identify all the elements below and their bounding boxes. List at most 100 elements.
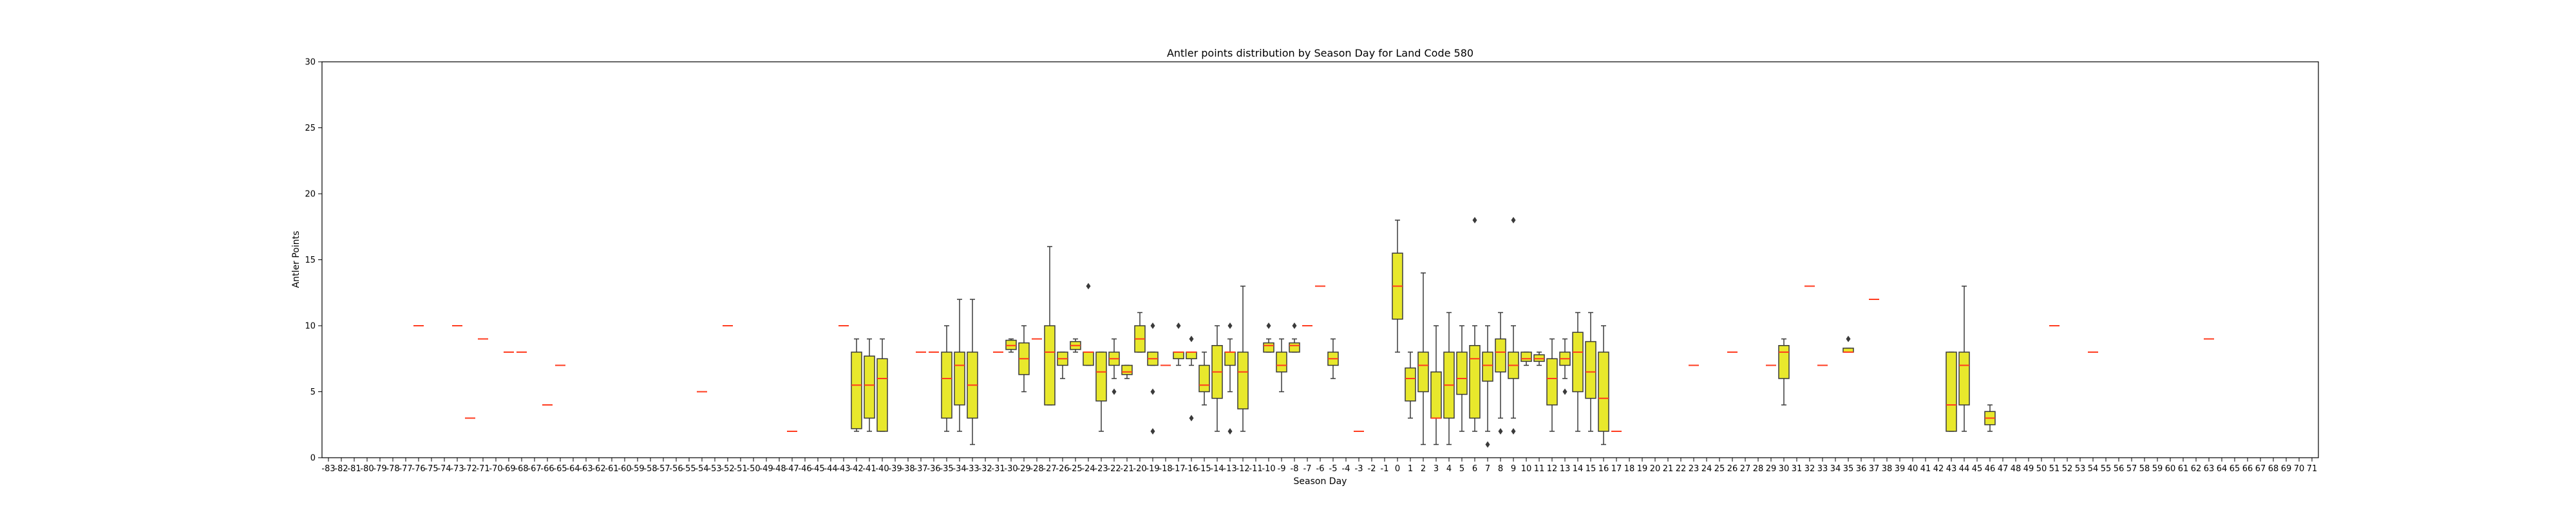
outlier-marker: [1227, 323, 1233, 329]
x-tick-label: -45: [811, 464, 824, 474]
box-day-neg33: [967, 299, 978, 445]
box-day-neg10: [1263, 323, 1274, 353]
box-day-neg26: [1057, 351, 1068, 379]
x-tick-label: 6: [1472, 464, 1477, 474]
box-day-neg23: [1095, 351, 1107, 432]
x-tick-label: -32: [978, 464, 992, 474]
x-tick-label: 24: [1701, 464, 1712, 474]
iqr-box: [1546, 358, 1558, 406]
x-tick-label: -16: [1184, 464, 1198, 474]
x-tick-label: 56: [2114, 464, 2125, 474]
x-tick-label: 14: [1573, 464, 1584, 474]
box-day-12: [1546, 338, 1558, 432]
x-tick-label: -56: [669, 464, 683, 474]
x-tick-label: 4: [1446, 464, 1452, 474]
x-tick-label: -6: [1316, 464, 1325, 474]
x-tick-label: -35: [940, 464, 953, 474]
x-tick-label: -47: [785, 464, 799, 474]
x-tick-label: 46: [1985, 464, 1996, 474]
x-tick-label: 9: [1511, 464, 1516, 474]
x-tick-label: 13: [1560, 464, 1571, 474]
y-tick-label: 10: [305, 322, 316, 332]
iqr-box: [1598, 351, 1609, 432]
x-tick-label: -83: [321, 464, 335, 474]
x-tick-label: 3: [1434, 464, 1439, 474]
iqr-box: [1198, 364, 1210, 393]
iqr-box: [1778, 345, 1790, 379]
iqr-box: [1005, 339, 1017, 350]
box-day-43: [1946, 351, 1957, 432]
box-day-7: [1482, 325, 1493, 448]
x-tick-label: 58: [2139, 464, 2150, 474]
x-tick-label: -63: [579, 464, 592, 474]
x-tick-label: -19: [1146, 464, 1159, 474]
iqr-box: [1224, 351, 1236, 366]
iqr-box: [876, 358, 888, 432]
y-tick-label: 5: [310, 388, 316, 397]
y-tick-label: 20: [305, 190, 316, 200]
iqr-box: [1173, 351, 1184, 359]
x-tick-label: -30: [1004, 464, 1018, 474]
x-tick-label: 49: [2023, 464, 2034, 474]
x-tick-label: 2: [1421, 464, 1426, 474]
box-day-5: [1456, 325, 1468, 432]
x-tick-label: 11: [1534, 464, 1545, 474]
x-tick-label: -34: [952, 464, 966, 474]
x-tick-label: -81: [347, 464, 361, 474]
iqr-box: [864, 355, 875, 419]
x-tick-label: -14: [1210, 464, 1224, 474]
x-tick-label: -3: [1355, 464, 1363, 474]
iqr-box: [1520, 351, 1532, 362]
outlier-marker: [1227, 428, 1233, 435]
box-day-neg29: [1018, 325, 1030, 393]
iqr-box: [1585, 341, 1596, 399]
x-tick-label: -78: [386, 464, 399, 474]
x-tick-label: 37: [1869, 464, 1880, 474]
outlier-marker: [1511, 428, 1516, 435]
box-day-0: [1392, 220, 1403, 353]
box-day-neg22: [1108, 338, 1120, 395]
boxes-layer: [413, 217, 2214, 448]
box-day-neg15: [1198, 351, 1210, 406]
x-tick-label: 34: [1830, 464, 1841, 474]
x-tick-label: 60: [2165, 464, 2176, 474]
x-tick-label: 66: [2242, 464, 2253, 474]
x-tick-label: 22: [1676, 464, 1687, 474]
x-tick-label: -70: [489, 464, 502, 474]
box-day-6: [1469, 217, 1481, 432]
x-tick-label: -46: [798, 464, 811, 474]
box-day-neg5: [1327, 338, 1339, 379]
x-tick-label: 53: [2075, 464, 2086, 474]
x-tick-label: -73: [450, 464, 464, 474]
iqr-box: [1276, 351, 1287, 373]
outlier-marker: [1150, 323, 1155, 329]
x-tick-label: 71: [2307, 464, 2318, 474]
iqr-box: [1237, 351, 1249, 409]
y-tick-label: 30: [305, 58, 316, 68]
iqr-box: [1044, 325, 1056, 406]
iqr-box: [1456, 351, 1468, 395]
x-tick-label: 5: [1459, 464, 1464, 474]
x-tick-label: 44: [1959, 464, 1970, 474]
x-tick-label: 43: [1946, 464, 1957, 474]
x-tick-label: -74: [437, 464, 451, 474]
x-tick-label: -40: [875, 464, 889, 474]
outlier-marker: [1472, 217, 1477, 223]
x-tick-label: -62: [592, 464, 605, 474]
x-tick-label: -2: [1368, 464, 1376, 474]
iqr-box: [954, 351, 965, 406]
x-tick-label: 68: [2268, 464, 2279, 474]
y-tick-label: 25: [305, 124, 316, 133]
iqr-box: [1083, 351, 1094, 366]
x-tick-label: -28: [1030, 464, 1043, 474]
x-axis: -83-82-81-80-79-78-77-76-75-74-73-72-71-…: [321, 458, 2317, 474]
x-tick-label: 29: [1766, 464, 1777, 474]
x-tick-label: -9: [1278, 464, 1286, 474]
x-tick-label: 63: [2204, 464, 2215, 474]
x-tick-label: 39: [1895, 464, 1906, 474]
box-day-35: [1842, 335, 1854, 353]
x-tick-label: 15: [1586, 464, 1596, 474]
outlier-marker: [1176, 323, 1181, 329]
box-day-neg42: [851, 338, 862, 432]
chart-title: Antler points distribution by Season Day…: [1167, 47, 1473, 59]
